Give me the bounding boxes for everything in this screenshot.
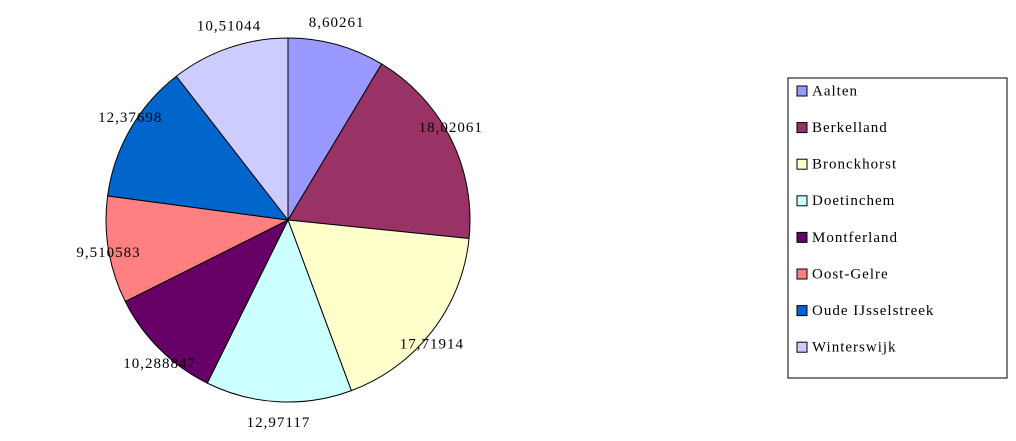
legend-swatch [796,305,808,317]
data-label: 17,71914 [400,336,464,352]
pie-slice [175,37,289,222]
legend-swatch [796,195,808,207]
legend-label: Oude IJsselstreek [812,303,934,319]
legend-label: Aalten [812,83,858,99]
pie-slice [124,218,290,384]
pie-slice [105,195,290,303]
pie-slice [107,75,290,221]
legend-label: Winterswijk [812,340,897,356]
legend-swatch [796,231,808,243]
legend-label: Oost-Gelre [812,266,889,282]
pie-slice [287,37,383,222]
pie-slice [287,63,471,240]
data-label: 10,288847 [123,356,196,372]
pie-slice [206,218,352,403]
data-label: 12,97117 [247,415,311,431]
legend-label: Berkelland [812,120,888,136]
legend-box [787,77,1008,379]
legend-swatch [796,268,808,280]
data-label: 12,37698 [98,110,162,126]
pie-slice [287,219,470,392]
legend-swatch [796,341,808,353]
legend-label: Montferland [812,230,898,246]
data-label: 10,51044 [197,18,261,34]
legend-label: Bronckhorst [812,157,897,173]
legend-swatch [796,158,808,170]
legend-label: Doetinchem [812,193,895,209]
legend-swatch [796,122,808,134]
data-label: 8,60261 [309,15,365,31]
legend-swatch [796,85,808,97]
data-label: 18,02061 [419,120,483,136]
data-label: 9,510583 [76,245,140,261]
